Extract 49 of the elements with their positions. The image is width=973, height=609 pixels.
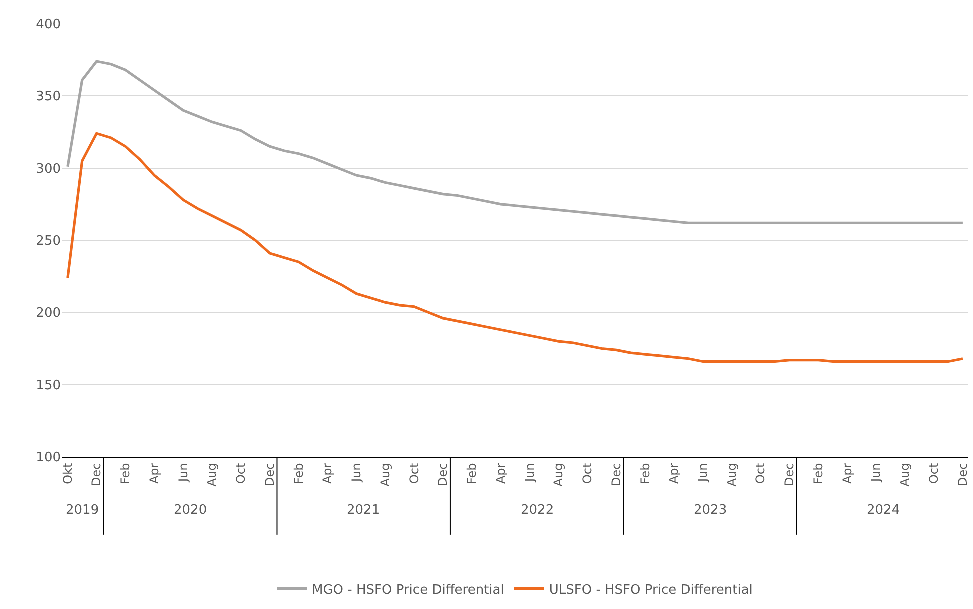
line-series (66, 60, 964, 224)
x-tick-label: Apr (320, 463, 335, 484)
text: 2020 (174, 503, 208, 518)
x-tick-label: Feb (118, 463, 133, 485)
text: 2022 (521, 503, 554, 518)
x-tick-label: Dec (436, 463, 450, 487)
x-tick-label: Aug (898, 463, 912, 487)
x-tick-label: Dec (609, 463, 624, 487)
x-tick-label: Dec (90, 463, 104, 487)
x-tick-label: Jun (350, 463, 364, 484)
x-tick-label: Apr (667, 463, 682, 484)
x-tick-label: Oct (407, 463, 422, 484)
text: 2024 (867, 503, 900, 518)
y-tick-label: 400 (36, 18, 61, 33)
x-tick-label: Jun (176, 463, 190, 484)
x-tick-label: Feb (811, 463, 826, 485)
x-tick-label: Apr (494, 463, 508, 484)
line-series (66, 132, 964, 364)
legend-label: ULSFO - HSFO Price Differential (549, 582, 753, 598)
x-tick-label: Aug (552, 463, 566, 487)
legend-label: MGO - HSFO Price Differential (312, 582, 504, 598)
x-tick-label: Aug (378, 463, 392, 487)
text: 2021 (347, 503, 380, 518)
y-tick-label: 350 (36, 90, 61, 105)
x-tick-label: Apr (840, 463, 854, 484)
x-tick-label: Aug (205, 463, 220, 487)
x-tick-label: Jun (522, 463, 537, 484)
x-tick-label: Feb (465, 463, 480, 485)
y-tick-label: 250 (36, 234, 61, 250)
x-tick-label: Jun (696, 463, 710, 484)
x-tick-label: Oct (754, 463, 768, 484)
x-tick-label: Dec (782, 463, 797, 487)
y-tick-label: 150 (36, 378, 61, 394)
x-tick-label: Oct (580, 463, 595, 484)
y-tick-label: 100 (36, 450, 61, 466)
y-tick-label: 200 (36, 306, 61, 322)
x-tick-label: Okt (60, 463, 75, 484)
x-tick-label: Oct (234, 463, 248, 484)
y-tick-label: 300 (36, 162, 61, 177)
text: 2023 (694, 503, 728, 518)
x-tick-label: Jun (869, 463, 884, 484)
x-tick-label: Dec (956, 463, 970, 487)
text: 2019 (66, 503, 100, 518)
x-tick-label: Apr (147, 463, 162, 484)
x-tick-label: Feb (638, 463, 652, 485)
x-tick-label: Aug (724, 463, 739, 487)
x-tick-label: Feb (292, 463, 306, 485)
x-tick-label: Dec (262, 463, 277, 487)
x-tick-label: Oct (926, 463, 941, 484)
